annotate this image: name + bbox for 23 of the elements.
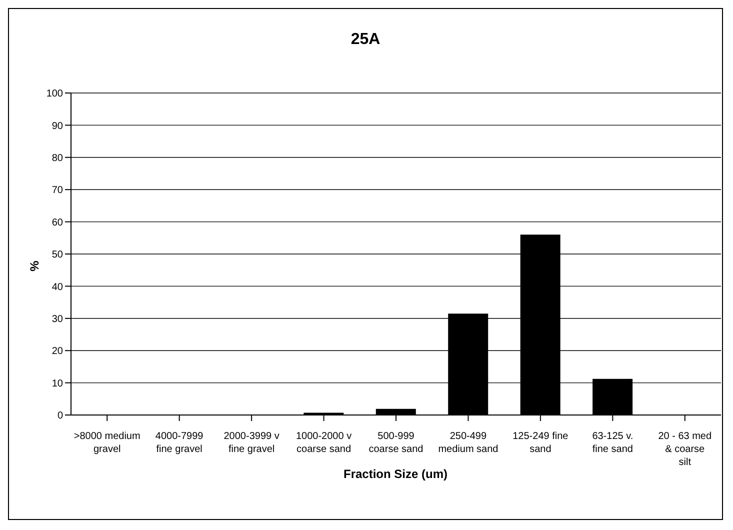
chart-title: 25A <box>350 31 382 49</box>
x-tick-label: 500-999 coarse sand <box>368 431 424 455</box>
y-tick-label: 30 <box>52 314 64 325</box>
x-tick-label: 125-249 fine sand <box>512 431 569 455</box>
x-tick-label: 63-125 v. fine sand <box>592 431 634 455</box>
x-axis-title: Fraction Size (um) <box>342 467 448 481</box>
y-tick-label: 70 <box>52 185 64 196</box>
y-tick-label: 80 <box>52 152 64 164</box>
x-tick-label: 20 - 63 med & coarse silt <box>658 431 712 468</box>
x-tick-label: 4000-7999 fine gravel <box>155 431 204 455</box>
y-tick-label: 0 <box>57 410 64 422</box>
x-tick-label: >8000 medium gravel <box>74 431 140 455</box>
y-tick-label: 90 <box>52 120 64 132</box>
y-tick-label: 100 <box>46 88 64 100</box>
y-tick-label: 20 <box>52 346 64 358</box>
x-tick-label: 1000-2000 v coarse sand <box>296 431 352 455</box>
x-tick-label: 250-499 medium sand <box>438 431 498 455</box>
y-tick-label: 60 <box>52 217 64 228</box>
x-tick-label: 2000-3999 v fine gravel <box>224 431 280 455</box>
y-axis-title: % <box>27 260 42 272</box>
y-tick-label: 50 <box>52 250 64 261</box>
y-tick-label: 40 <box>52 282 64 293</box>
y-tick-label: 10 <box>52 378 64 390</box>
